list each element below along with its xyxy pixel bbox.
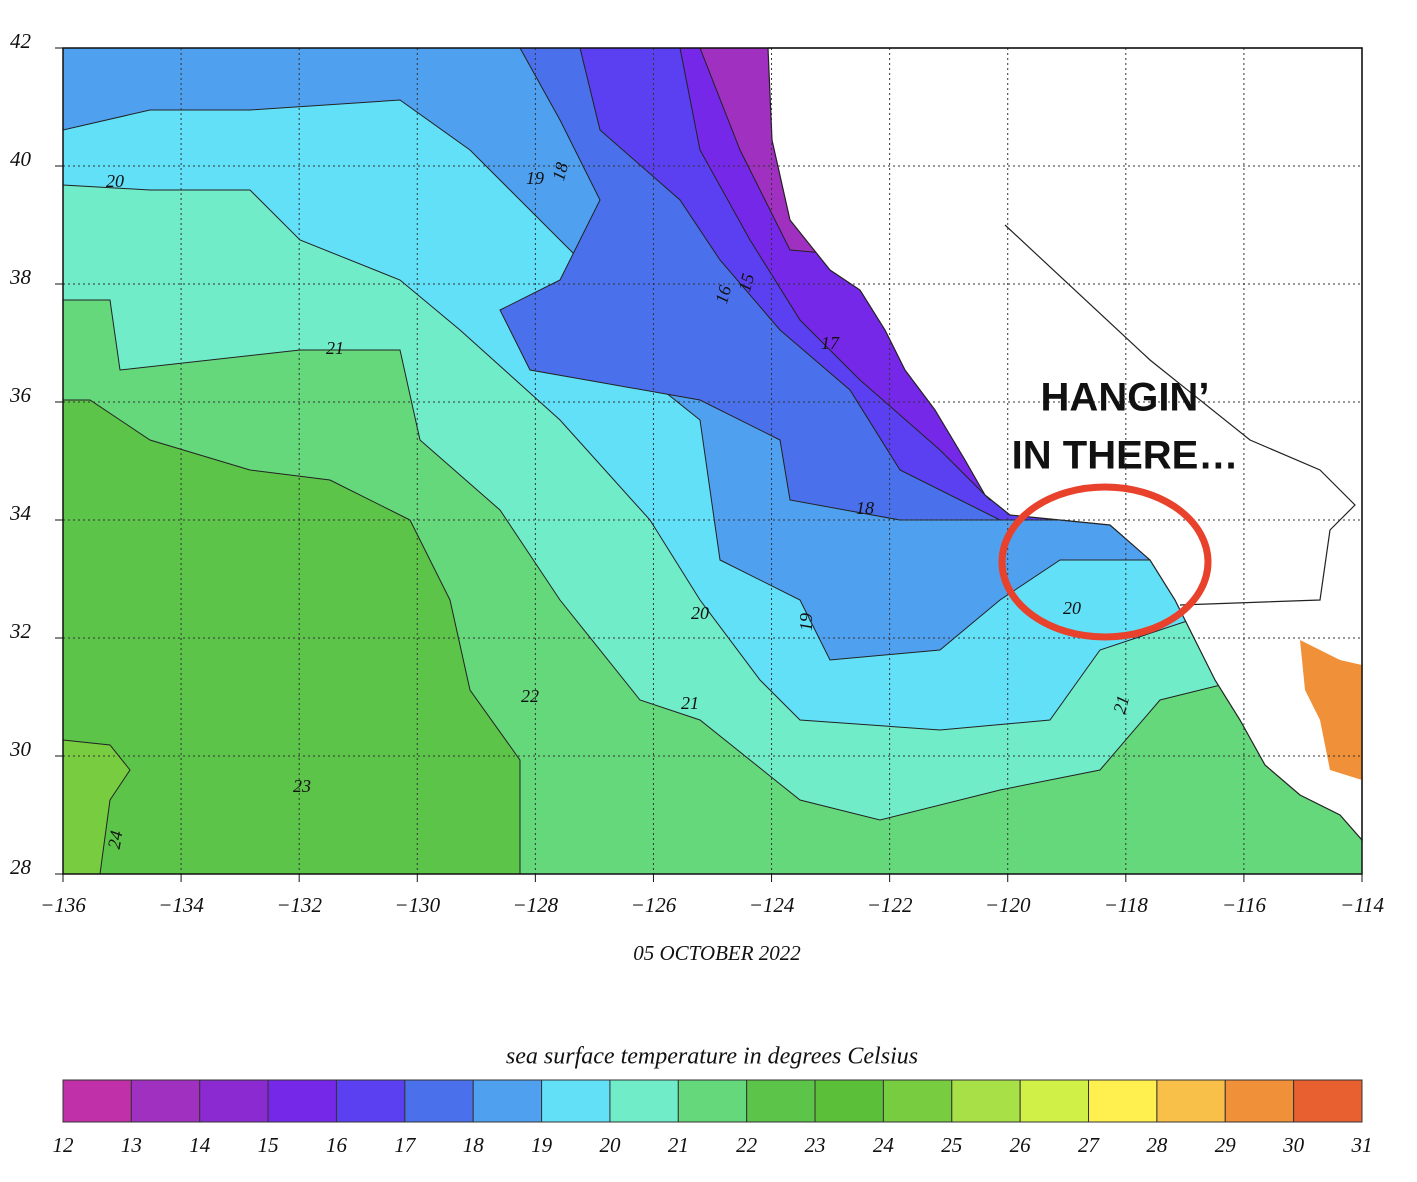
contour-label: 20: [1063, 598, 1081, 618]
contour-label: 18: [548, 160, 572, 183]
colorbar-cell: [62, 1079, 132, 1123]
x-tick-label: −124: [749, 893, 795, 917]
contour-label: 16: [711, 283, 735, 306]
x-tick-label: −128: [513, 893, 559, 917]
colorbar-cell: [267, 1079, 337, 1123]
contour-label: 21: [326, 338, 344, 358]
colorbar-cell: [1088, 1079, 1158, 1123]
colorbar-cell: [1224, 1079, 1295, 1123]
colorbar-label: 16: [326, 1133, 348, 1157]
colorbar-label: 12: [53, 1133, 75, 1157]
colorbar-cell: [335, 1079, 406, 1123]
colorbar-cell: [951, 1079, 1021, 1123]
x-tick-label: −120: [985, 893, 1031, 917]
contour-label: 20: [691, 603, 709, 623]
contour-label: 21: [1109, 693, 1133, 716]
date-label: 05 OCTOBER 2022: [633, 941, 801, 965]
y-tick-label: 32: [9, 619, 32, 643]
x-tick-label: −122: [867, 893, 913, 917]
y-tick-label: 40: [10, 147, 32, 171]
colorbar-label: 19: [531, 1133, 553, 1157]
contour-label: 19: [796, 613, 816, 631]
map-frame: [62, 47, 1363, 875]
colorbar-label: 30: [1282, 1133, 1305, 1157]
colorbar-label: 26: [1010, 1133, 1032, 1157]
colorbar-label: 22: [736, 1133, 758, 1157]
annotation-line: IN THERE…: [1012, 434, 1239, 478]
colorbar-cell: [1019, 1079, 1090, 1123]
contour-label: 19: [526, 168, 544, 188]
colorbar-label: 20: [599, 1133, 621, 1157]
y-tick-label: 36: [9, 383, 32, 407]
colorbar-label: 13: [121, 1133, 142, 1157]
x-tick-label: −132: [276, 893, 322, 917]
colorbar-cell: [472, 1079, 543, 1123]
x-tick-label: −134: [158, 893, 204, 917]
colorbar-label: 25: [941, 1133, 962, 1157]
x-tick-label: −118: [1104, 893, 1149, 917]
contour-label: 21: [681, 693, 699, 713]
colorbar-label: 18: [463, 1133, 485, 1157]
contour-label: 20: [106, 171, 124, 191]
colorbar-cell: [882, 1079, 953, 1123]
y-tick-label: 38: [9, 265, 32, 289]
x-tick-label: −136: [40, 893, 86, 917]
colorbar-cell: [814, 1079, 884, 1123]
colorbar-cell: [1156, 1079, 1226, 1123]
annotation-line: HANGIN’: [1041, 376, 1210, 420]
state-border: [1004, 224, 1356, 606]
baja-warm-water: [1300, 640, 1362, 780]
colorbar-title: sea surface temperature in degrees Celsi…: [506, 1044, 918, 1070]
colorbar-cell: [609, 1079, 679, 1123]
contour-label: 15: [734, 271, 758, 294]
colorbar-label: 31: [1351, 1133, 1373, 1157]
x-tick-label: −116: [1222, 893, 1267, 917]
x-tick-label: −114: [1340, 893, 1385, 917]
contour-label: 18: [856, 498, 874, 518]
colorbar-cell: [541, 1079, 611, 1123]
contour-label: 24: [104, 829, 127, 850]
colorbar-cell: [746, 1079, 816, 1123]
colorbar-label: 23: [805, 1133, 826, 1157]
colorbar-label: 24: [873, 1133, 895, 1157]
contour-label: 17: [821, 333, 840, 353]
colorbar-cell: [130, 1079, 201, 1123]
highlight-circle: [998, 483, 1212, 641]
contour-label: 22: [521, 686, 539, 706]
colorbar-label: 17: [394, 1133, 417, 1157]
colorbar-label: 21: [668, 1133, 689, 1157]
colorbar-cell: [1293, 1079, 1363, 1123]
colorbar-label: 14: [189, 1133, 211, 1157]
y-tick-label: 28: [10, 855, 32, 879]
contour-label: 23: [293, 776, 311, 796]
colorbar-cell: [199, 1079, 269, 1123]
colorbar-label: 27: [1078, 1133, 1101, 1157]
colorbar-label: 15: [258, 1133, 279, 1157]
x-tick-label: −126: [631, 893, 677, 917]
y-tick-label: 42: [10, 29, 32, 53]
y-tick-label: 34: [9, 501, 32, 525]
land: [767, 47, 1363, 842]
x-tick-label: −130: [394, 893, 440, 917]
colorbar-label: 29: [1215, 1133, 1237, 1157]
colorbar: 12 13 14 15 16 17 18 19 20 21 22 23 24 25 26 27 28 29 30 31: [53, 1079, 1373, 1157]
y-tick-label: 30: [9, 737, 32, 761]
colorbar-cell: [677, 1079, 748, 1123]
colorbar-cell: [404, 1079, 474, 1123]
colorbar-label: 28: [1146, 1133, 1168, 1157]
